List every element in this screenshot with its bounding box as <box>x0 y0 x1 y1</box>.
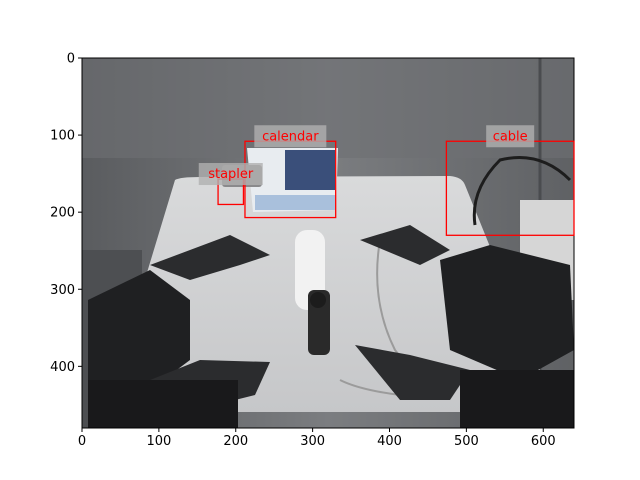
x-tick-label: 400 <box>377 434 402 449</box>
y-tick-label: 200 <box>50 206 75 221</box>
white-table <box>108 176 551 412</box>
robot-gripper-right <box>355 225 574 428</box>
detection-calendar: calendar <box>244 125 337 219</box>
detection-label: calendar <box>262 129 319 144</box>
calendar-object <box>247 148 338 212</box>
y-tick-label: 100 <box>50 129 75 144</box>
x-tick-label: 200 <box>223 434 248 449</box>
robot-gripper-left <box>88 235 270 428</box>
axes-frame <box>81 57 575 429</box>
x-tick-label: 500 <box>454 434 479 449</box>
y-tick-label: 400 <box>50 360 75 375</box>
detection-label: stapler <box>208 167 254 182</box>
detection-cable: cable <box>445 125 575 236</box>
x-tick-label: 0 <box>78 434 86 449</box>
y-tick-label: 300 <box>50 283 75 298</box>
detection-label-bg <box>486 125 535 148</box>
x-axis: 0 100 200 300 400 500 600 <box>78 428 556 449</box>
detection-label: cable <box>493 129 528 144</box>
detection-stapler: stapler <box>198 163 263 206</box>
detection-overlays: calendar stapler cable <box>198 125 575 236</box>
y-tick-label: 0 <box>67 52 75 67</box>
detection-label-bg <box>254 125 327 148</box>
black-cable <box>472 156 572 226</box>
scene-photo <box>82 58 574 428</box>
x-tick-label: 600 <box>531 434 556 449</box>
y-axis: 0 100 200 300 400 <box>50 52 82 375</box>
spray-bottle <box>295 230 330 355</box>
x-tick-label: 300 <box>300 434 325 449</box>
x-tick-label: 100 <box>146 434 171 449</box>
detection-label-bg <box>198 163 263 186</box>
